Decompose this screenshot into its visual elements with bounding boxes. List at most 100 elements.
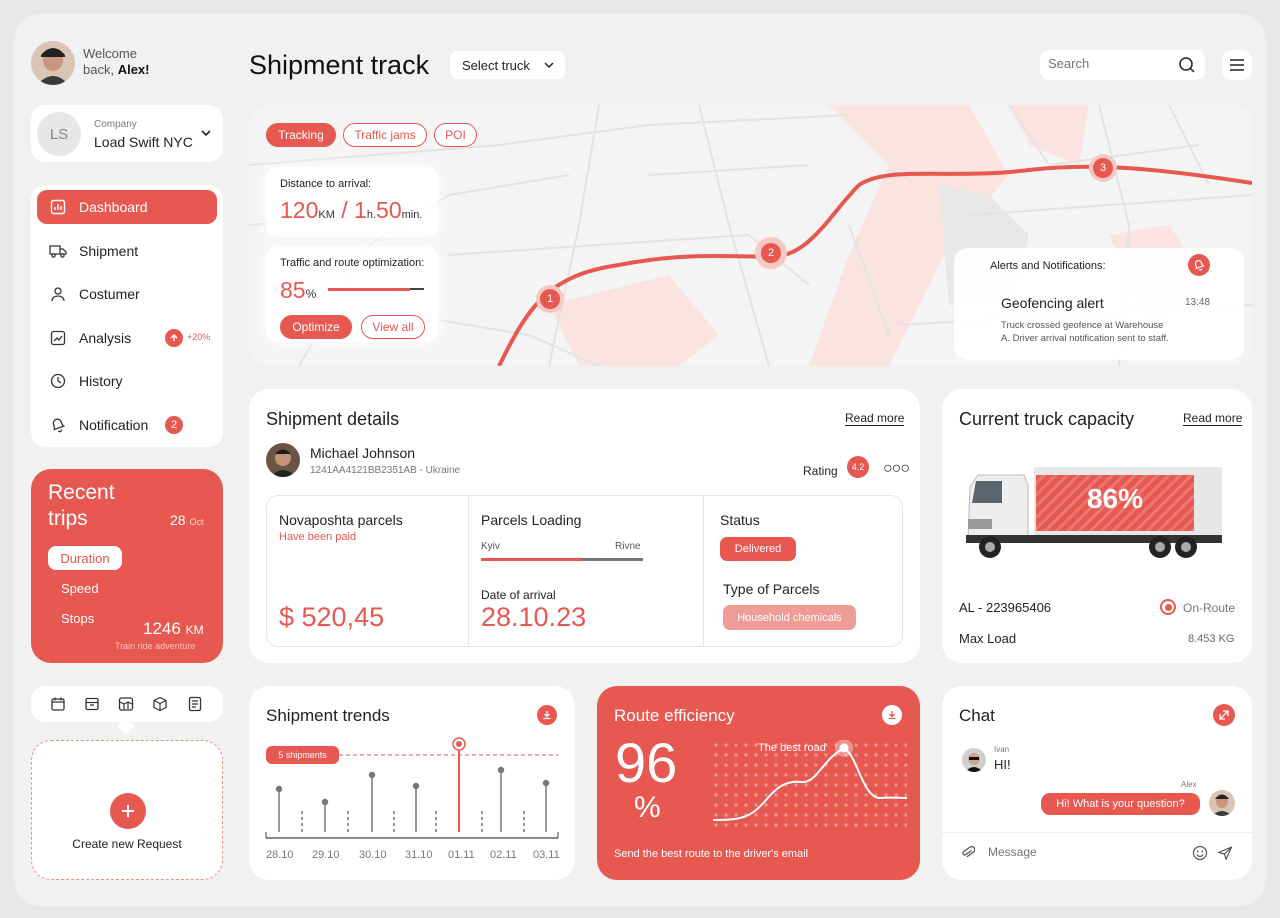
- alerts-bell-icon[interactable]: [1188, 254, 1210, 276]
- shipment-details-title: Shipment details: [266, 409, 400, 429]
- tick-label: 01.11: [448, 849, 475, 861]
- traffic-label: Traffic and route optimization:: [280, 257, 425, 269]
- avatar[interactable]: [31, 41, 75, 85]
- create-request-card[interactable]: Create new Request: [31, 740, 223, 880]
- traffic-bar: [328, 287, 424, 291]
- alex-avatar[interactable]: [1209, 790, 1235, 816]
- expand-icon[interactable]: [1213, 704, 1235, 726]
- map-panel[interactable]: 1 2 3 Tracking Traffic jams POI Distance…: [249, 105, 1252, 366]
- archive-icon[interactable]: [84, 696, 100, 712]
- message-input[interactable]: [988, 845, 1168, 859]
- box-icon[interactable]: [152, 696, 168, 712]
- route-marker-1[interactable]: 1: [540, 289, 560, 309]
- route-eff-chart: [711, 740, 907, 828]
- tab-speed[interactable]: Speed: [61, 581, 99, 596]
- sidebar-item-notification[interactable]: Notification 2: [37, 408, 217, 442]
- map-icon[interactable]: [118, 696, 134, 712]
- shipment-details-card: Shipment details Read more Michael Johns…: [249, 389, 920, 663]
- ivan-avatar[interactable]: [962, 748, 986, 772]
- read-more-link[interactable]: Read more: [845, 411, 905, 426]
- search-input[interactable]: [1048, 56, 1168, 71]
- sidebar-item-dashboard[interactable]: Dashboard: [37, 190, 217, 224]
- max-load-value: 8.453 KG: [1188, 633, 1235, 645]
- trip-distance: 1246 KM: [143, 619, 204, 638]
- read-more-link[interactable]: Read more: [1183, 411, 1243, 426]
- parcel-type-badge: Household chemicals: [723, 605, 856, 630]
- sidebar-item-history[interactable]: History: [37, 364, 217, 398]
- download-icon[interactable]: [537, 705, 557, 725]
- plus-icon[interactable]: [110, 793, 146, 829]
- menu-button[interactable]: [1222, 50, 1252, 80]
- driver-id: 1241AA4121BB2351AB - Ukraine: [310, 465, 461, 476]
- parcel-amount: $ 520,45: [279, 602, 385, 632]
- traffic-bar-fill: [328, 287, 410, 291]
- sidebar-item-shipment[interactable]: Shipment: [37, 234, 217, 268]
- send-icon[interactable]: [1217, 845, 1233, 861]
- loading-bar: [481, 558, 643, 561]
- loading-bar-fill: [481, 558, 582, 561]
- tab-traffic-jams[interactable]: Traffic jams: [343, 123, 427, 147]
- sidebar-item-label: Analysis: [79, 330, 132, 346]
- chevron-down-icon: [201, 130, 211, 137]
- company-selector[interactable]: LS Company Load Swift NYC: [31, 105, 223, 162]
- hamburger-icon: [1230, 59, 1244, 71]
- alerts-panel: Alerts and Notifications: Geofencing ale…: [954, 248, 1244, 360]
- distance-panel: Distance to arrival: 120KM / 1h.50min.: [266, 167, 438, 237]
- parcel-title: Novaposhta parcels: [279, 512, 403, 528]
- sidebar-item-label: Costumer: [79, 286, 140, 302]
- tab-tracking[interactable]: Tracking: [266, 123, 336, 147]
- tab-duration[interactable]: Duration: [48, 546, 122, 570]
- sender-ivan: Ivan: [994, 745, 1010, 754]
- bar-chart-icon: [49, 198, 67, 216]
- capacity-title: Current truck capacity: [959, 409, 1135, 429]
- max-load-label: Max Load: [959, 631, 1017, 646]
- status-label: Status: [720, 512, 760, 528]
- view-all-button[interactable]: View all: [361, 315, 425, 339]
- recent-trips-title: Recent trips: [48, 481, 115, 530]
- arrival-date: 28.10.23: [481, 602, 587, 632]
- search-icon[interactable]: [1178, 56, 1196, 74]
- more-options-icon[interactable]: ○○○: [883, 460, 910, 477]
- route-efficiency-card: Route efficiency 96 % The best road Send…: [597, 686, 920, 880]
- distance-value: 120KM / 1h.50min.: [280, 197, 423, 223]
- quick-toolbar: [31, 686, 223, 722]
- sidebar-item-analysis[interactable]: Analysis +20%: [37, 321, 217, 355]
- search-box[interactable]: [1040, 50, 1205, 80]
- select-truck-dropdown[interactable]: Select truck: [450, 51, 565, 79]
- route-marker-3[interactable]: 3: [1093, 158, 1113, 178]
- alert-title: Geofencing alert: [1001, 295, 1104, 311]
- route-eff-title: Route efficiency: [614, 706, 735, 725]
- alert-line-1: Truck crossed geofence at Warehouse: [1001, 320, 1164, 331]
- route-marker-2[interactable]: 2: [761, 243, 781, 263]
- tab-stops[interactable]: Stops: [61, 611, 95, 626]
- emoji-icon[interactable]: [1192, 845, 1208, 861]
- sidebar-item-label: Shipment: [79, 243, 139, 259]
- bell-icon: [49, 416, 67, 434]
- create-request-label: Create new Request: [72, 837, 182, 851]
- page-title: Shipment track: [249, 50, 430, 80]
- user-name: Alex!: [117, 62, 150, 77]
- book-icon[interactable]: [187, 696, 203, 712]
- trends-title: Shipment trends: [266, 706, 390, 725]
- tab-poi[interactable]: POI: [434, 123, 477, 147]
- status-badge: Delivered: [720, 537, 796, 561]
- loading-to: Rivne: [615, 541, 641, 552]
- back-text: back,: [83, 62, 115, 77]
- truck-illustration: [966, 467, 1222, 558]
- calendar-icon[interactable]: [50, 696, 66, 712]
- download-icon[interactable]: [882, 705, 902, 725]
- sidebar-nav: Dashboard Shipment Costumer Analysis +20…: [31, 185, 223, 447]
- distance-label: Distance to arrival:: [280, 178, 372, 190]
- alert-line-2: A. Driver arrival notification sent to s…: [1001, 333, 1169, 344]
- optimize-button[interactable]: Optimize: [280, 315, 352, 339]
- truck-id: AL - 223965406: [959, 600, 1052, 615]
- driver-avatar[interactable]: [266, 443, 300, 477]
- route-eff-value: 96: [615, 731, 678, 794]
- attach-icon[interactable]: [961, 845, 975, 861]
- driver-name: Michael Johnson: [310, 445, 416, 461]
- details-grid: Novaposhta parcels Have been paid $ 520,…: [266, 495, 903, 647]
- sidebar-item-costumer[interactable]: Costumer: [37, 277, 217, 311]
- route-eff-best: The best road: [758, 742, 826, 754]
- tick-label: 28.10: [266, 849, 294, 861]
- route-eff-unit: %: [634, 791, 661, 824]
